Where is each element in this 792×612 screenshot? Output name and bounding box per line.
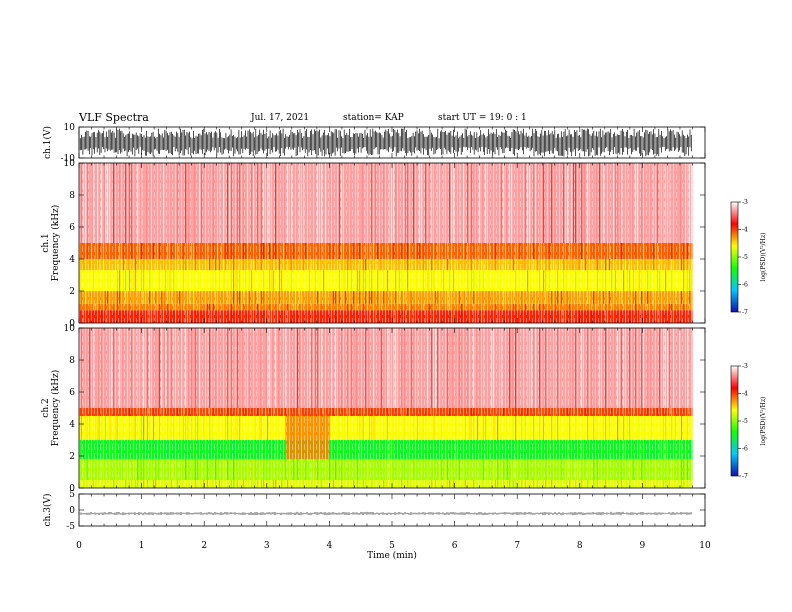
ch1-spectrogram-ytick-label: 4 [69, 255, 75, 265]
station-label: station= KAP [343, 113, 404, 123]
ch3-waveform-plot-area [79, 494, 705, 526]
time-tick-label: 1 [139, 541, 145, 551]
ch1-spectrogram-colorbar-tick-label: -6 [742, 282, 748, 289]
ch2-spectrogram-ytick-label: 10 [64, 324, 76, 334]
ch1-waveform-ytick-label: -10 [61, 154, 76, 164]
ch1-spectrogram-speckle [79, 163, 705, 323]
ch2-spectrogram-image [79, 328, 705, 488]
time-tick-label: 4 [327, 541, 333, 551]
ch2-spectrogram-colorbar-tick-label: -7 [742, 473, 748, 480]
ch2-spectrogram-ytick-label: 4 [69, 420, 75, 430]
ch1-spectrogram-ylabel-channel: ch.1 [41, 233, 51, 252]
ch1-spectrogram-colorbar-tick-label: -3 [742, 199, 748, 206]
time-tick-label: 7 [514, 541, 520, 551]
ch1-waveform-ylabel: ch.1(V) [42, 126, 53, 159]
ch3-waveform-ylabel: ch.3(V) [42, 494, 53, 527]
ch2-spectrogram-colorbar-tick-label: -4 [742, 391, 748, 398]
ch2-spectrogram-colorbar-label: log(PSD)(V²/Hz) [760, 397, 767, 446]
time-tick-label: 0 [76, 541, 82, 551]
time-tick-label: 6 [452, 541, 458, 551]
ch1-spectrogram-image [79, 163, 705, 323]
ch2-spectrogram-colorbar [730, 365, 739, 477]
ch1-spectrogram-ytick-label: 6 [69, 223, 75, 233]
ch1-waveform-ytick-label: 10 [64, 123, 76, 133]
ch2-spectrogram-colorbar-tick-label: -5 [742, 418, 748, 425]
ch3-waveform-ytick-label: 5 [69, 490, 75, 500]
time-tick-label: 9 [640, 541, 646, 551]
start-time-label: start UT = 19: 0 : 1 [438, 113, 527, 123]
figure-title: VLF Spectra [79, 111, 149, 124]
ch1-spectrogram-colorbar-tick-label: -7 [742, 309, 748, 316]
ch1-spectrogram-colorbar-label: log(PSD)(V²/Hz) [760, 233, 767, 282]
ch1-spectrogram-ylabel-frequency: Frequency (kHz) [50, 205, 61, 282]
time-tick-label: 5 [389, 541, 395, 551]
ch2-spectrogram-speckle [79, 328, 705, 488]
ch2-spectrogram-colorbar-tick-label: -3 [742, 363, 748, 370]
date-label: Jul. 17, 2021 [251, 113, 310, 123]
time-axis-label: Time (min) [367, 550, 417, 561]
ch2-spectrogram-colorbar-tick-label: -6 [742, 446, 748, 453]
ch2-spectrogram-ytick-label: 2 [69, 452, 75, 462]
time-tick-label: 3 [264, 541, 270, 551]
ch1-spectrogram-colorbar-tick-label: -4 [742, 227, 748, 234]
ch1-spectrogram-colorbar-tick-label: -5 [742, 254, 748, 261]
ch1-spectrogram-ytick-label: 10 [64, 159, 76, 169]
time-tick-label: 2 [201, 541, 207, 551]
ch1-spectrogram-colorbar [730, 201, 739, 313]
ch2-spectrogram-ylabel-frequency: Frequency (kHz) [50, 370, 61, 447]
ch2-spectrogram-ytick-label: 6 [69, 388, 75, 398]
ch1-spectrogram-ytick-label: 2 [69, 287, 75, 297]
ch2-spectrogram-ytick-label: 8 [69, 356, 75, 366]
ch3-waveform-ytick-label: -5 [66, 522, 75, 532]
time-tick-label: 8 [577, 541, 583, 551]
ch1-spectrogram-ytick-label: 0 [69, 319, 75, 329]
ch1-spectrogram-ytick-label: 8 [69, 191, 75, 201]
ch3-waveform-ytick-label: 0 [69, 506, 75, 516]
time-tick-label: 10 [699, 541, 711, 551]
ch2-spectrogram-ytick-label: 0 [69, 484, 75, 494]
ch2-spectrogram-ylabel-channel: ch.2 [41, 398, 51, 417]
